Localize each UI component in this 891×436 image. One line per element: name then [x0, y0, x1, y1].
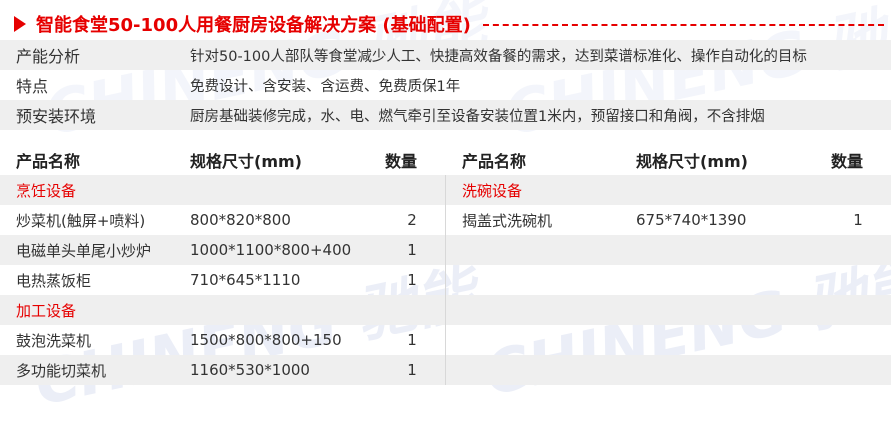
product-name: 鼓泡洗菜机 [16, 331, 92, 350]
category-row: 加工设备 [0, 295, 445, 325]
product-qty: 1 [407, 271, 417, 289]
table-row: 电磁单头单尾小炒炉 1000*1100*800+400 1 [0, 235, 445, 265]
table-row [446, 265, 891, 295]
info-value: 针对50-100人部队等食堂减少人工、快捷高效备餐的需求，达到菜谱标准化、操作自… [190, 48, 807, 65]
table-row [446, 355, 891, 385]
product-name: 多功能切菜机 [16, 361, 107, 380]
product-qty: 1 [853, 211, 863, 229]
info-value: 厨房基础装修完成，水、电、燃气牵引至设备安装位置1米内，预留接口和角阀，不含排烟 [190, 108, 765, 125]
product-name: 电磁单头单尾小炒炉 [16, 241, 152, 260]
table-row [446, 325, 891, 355]
product-qty: 2 [407, 211, 417, 229]
product-name: 揭盖式洗碗机 [462, 211, 553, 230]
product-qty: 1 [407, 331, 417, 349]
info-row: 产能分析 针对50-100人部队等食堂减少人工、快捷高效备餐的需求，达到菜谱标准… [0, 40, 891, 70]
header-name: 产品名称 [16, 152, 81, 171]
title-text: 智能食堂50-100人用餐厨房设备解决方案 (基础配置) [36, 15, 471, 36]
header-spec: 规格尺寸(mm) [636, 152, 748, 171]
info-label: 预安装环境 [16, 107, 97, 126]
product-spec: 1160*530*1000 [190, 361, 310, 379]
product-qty: 1 [407, 361, 417, 379]
category-row: 烹饪设备 [0, 175, 445, 205]
info-value: 免费设计、含安装、含运费、免费质保1年 [190, 78, 461, 95]
equipment-table-right: 产品名称 规格尺寸(mm) 数量洗碗设备揭盖式洗碗机 675*740*1390 1 [446, 145, 891, 385]
table-row: 揭盖式洗碗机 675*740*1390 1 [446, 205, 891, 235]
info-label: 产能分析 [16, 47, 81, 66]
section-title: 智能食堂50-100人用餐厨房设备解决方案 (基础配置) [14, 10, 884, 38]
triangle-bullet-icon [14, 16, 26, 32]
product-spec: 800*820*800 [190, 211, 291, 229]
info-row: 特点 免费设计、含安装、含运费、免费质保1年 [0, 70, 891, 100]
category-label: 洗碗设备 [462, 181, 523, 200]
table-row [446, 295, 891, 325]
table-header: 产品名称 规格尺寸(mm) 数量 [446, 145, 891, 175]
info-row: 预安装环境 厨房基础装修完成，水、电、燃气牵引至设备安装位置1米内，预留接口和角… [0, 100, 891, 130]
category-row: 洗碗设备 [446, 175, 891, 205]
dashed-divider [482, 24, 884, 26]
category-label: 烹饪设备 [16, 181, 77, 200]
header-qty: 数量 [385, 152, 418, 171]
header-name: 产品名称 [462, 152, 527, 171]
header-qty: 数量 [831, 152, 864, 171]
product-spec: 710*645*1110 [190, 271, 301, 289]
table-row: 鼓泡洗菜机 1500*800*800+150 1 [0, 325, 445, 355]
product-name: 炒菜机(触屏+喷料) [16, 211, 146, 230]
info-label: 特点 [16, 77, 49, 96]
table-header: 产品名称 规格尺寸(mm) 数量 [0, 145, 445, 175]
table-row: 电热蒸饭柜 710*645*1110 1 [0, 265, 445, 295]
table-row: 多功能切菜机 1160*530*1000 1 [0, 355, 445, 385]
product-name: 电热蒸饭柜 [16, 271, 92, 290]
table-row [446, 235, 891, 265]
column-divider [445, 175, 446, 385]
product-qty: 1 [407, 241, 417, 259]
product-spec: 1500*800*800+150 [190, 331, 342, 349]
table-row: 炒菜机(触屏+喷料) 800*820*800 2 [0, 205, 445, 235]
equipment-table-left: 产品名称 规格尺寸(mm) 数量烹饪设备炒菜机(触屏+喷料) 800*820*800 2… [0, 145, 445, 385]
header-spec: 规格尺寸(mm) [190, 152, 302, 171]
product-spec: 1000*1100*800+400 [190, 241, 352, 259]
product-spec: 675*740*1390 [636, 211, 747, 229]
category-label: 加工设备 [16, 301, 77, 320]
